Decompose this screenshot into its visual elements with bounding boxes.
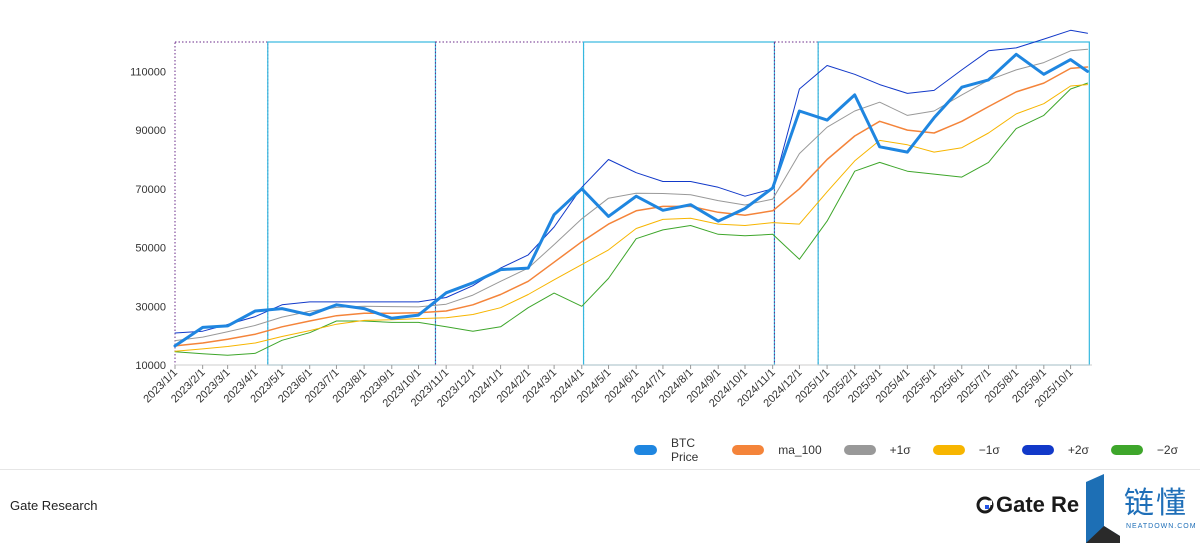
y-tick-label: 50000 <box>135 243 166 255</box>
legend-item: ma_100 <box>732 436 822 464</box>
legend-item: BTC Price <box>634 436 710 464</box>
legend-swatch <box>932 445 965 455</box>
legend-swatch <box>843 445 876 455</box>
legend-label: BTC Price <box>670 436 699 464</box>
watermark-logo <box>1086 474 1120 543</box>
regime-boxes <box>174 41 1090 366</box>
series-lines <box>173 29 1089 356</box>
y-axis: 10000 30000 50000 70000 90000 110000 <box>130 66 166 372</box>
series-line-1-2 <box>174 48 1088 342</box>
regime-box-5 <box>817 41 1090 366</box>
legend-label: −1σ <box>978 443 1000 457</box>
y-tick-label: 110000 <box>130 66 166 78</box>
series-line-btcprice-0 <box>173 52 1089 348</box>
gate-logo: Gate Re <box>976 492 1079 518</box>
legend-swatch <box>634 445 657 455</box>
series-line-1-3 <box>174 84 1088 352</box>
y-tick-label: 70000 <box>135 184 166 196</box>
legend-swatch <box>1021 445 1054 455</box>
gate-logo-text: Gate Re <box>996 492 1080 517</box>
footer-source: Gate Research <box>10 498 98 513</box>
legend: BTC Price ma_100 +1σ −1σ +2σ −2σ <box>634 436 1200 464</box>
legend-item: −1σ <box>932 436 1000 464</box>
legend-label: +2σ <box>1067 443 1089 457</box>
legend-item: +2σ <box>1021 436 1089 464</box>
series-line-2-4 <box>174 29 1088 334</box>
series-line-ma100-1 <box>174 66 1089 347</box>
watermark-subtext: NEATDOWN.COM <box>1126 523 1197 530</box>
watermark-text: 链懂 <box>1124 486 1188 521</box>
y-tick-label: 10000 <box>135 360 166 372</box>
legend-swatch <box>1110 445 1143 455</box>
regime-box-3 <box>582 41 776 366</box>
btc-regime-chart: 10000 30000 50000 70000 90000 110000 2023/1/1… <box>130 29 1092 410</box>
x-axis: 2023/1/12023/2/12023/3/12023/4/12023/5/1… <box>141 364 1092 410</box>
gate-logo-icon <box>976 496 994 514</box>
footer-divider <box>0 469 1200 470</box>
legend-label: −2σ <box>1156 443 1178 457</box>
legend-swatch <box>732 445 765 455</box>
legend-label: +1σ <box>889 443 911 457</box>
legend-item: −2σ <box>1110 436 1178 464</box>
y-tick-label: 90000 <box>135 125 166 137</box>
legend-item: +1σ <box>843 436 911 464</box>
regime-box-2 <box>434 41 585 366</box>
series-line-2-5 <box>174 82 1088 356</box>
legend-label: ma_100 <box>778 443 822 457</box>
y-tick-label: 30000 <box>135 301 166 313</box>
